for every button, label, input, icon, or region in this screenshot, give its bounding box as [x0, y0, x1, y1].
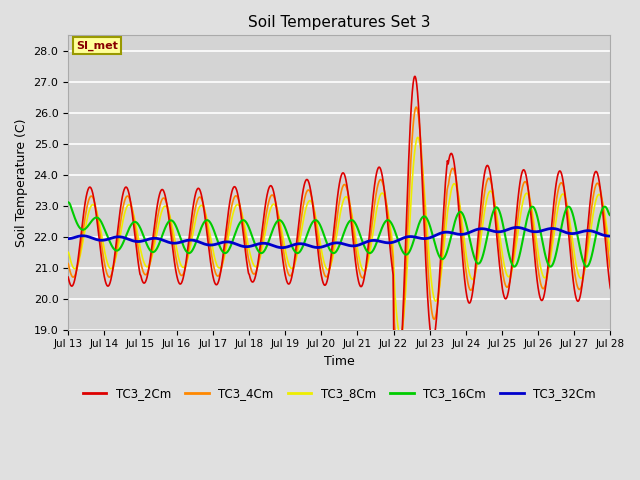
TC3_32Cm — [367, 238, 374, 243]
TC3_32Cm — [278, 245, 286, 251]
TC3_2Cm — [411, 73, 419, 79]
Line: TC3_16Cm: TC3_16Cm — [68, 202, 611, 266]
TC3_4Cm — [64, 261, 72, 266]
Line: TC3_32Cm: TC3_32Cm — [68, 228, 611, 248]
TC3_16Cm — [216, 242, 223, 248]
TC3_16Cm — [64, 199, 72, 205]
TC3_4Cm — [574, 285, 582, 291]
Line: TC3_8Cm: TC3_8Cm — [68, 137, 611, 335]
TC3_16Cm — [607, 213, 614, 218]
TC3_8Cm — [64, 249, 72, 255]
TC3_16Cm — [367, 250, 374, 256]
TC3_4Cm — [497, 258, 505, 264]
TC3_2Cm — [394, 381, 401, 387]
Line: TC3_2Cm: TC3_2Cm — [68, 76, 611, 384]
TC3_16Cm — [497, 212, 504, 218]
TC3_16Cm — [573, 233, 581, 239]
TC3_4Cm — [607, 266, 614, 272]
Y-axis label: Soil Temperature (C): Soil Temperature (C) — [15, 118, 28, 247]
TC3_2Cm — [64, 274, 72, 280]
TC3_2Cm — [216, 276, 223, 281]
X-axis label: Time: Time — [324, 355, 355, 368]
TC3_2Cm — [367, 219, 374, 225]
TC3_8Cm — [574, 270, 582, 276]
Text: SI_met: SI_met — [76, 41, 118, 51]
TC3_32Cm — [607, 233, 614, 239]
TC3_32Cm — [64, 236, 72, 241]
TC3_8Cm — [216, 265, 223, 271]
TC3_32Cm — [513, 225, 521, 230]
TC3_32Cm — [574, 230, 582, 236]
TC3_32Cm — [216, 240, 223, 246]
TC3_4Cm — [559, 182, 567, 188]
TC3_8Cm — [355, 253, 363, 259]
Legend: TC3_2Cm, TC3_4Cm, TC3_8Cm, TC3_16Cm, TC3_32Cm: TC3_2Cm, TC3_4Cm, TC3_8Cm, TC3_16Cm, TC3… — [78, 383, 600, 405]
TC3_8Cm — [414, 134, 422, 140]
TC3_32Cm — [497, 229, 505, 235]
TC3_2Cm — [355, 279, 363, 285]
TC3_32Cm — [559, 228, 567, 234]
TC3_8Cm — [367, 246, 374, 252]
TC3_32Cm — [355, 242, 363, 248]
TC3_2Cm — [497, 276, 505, 282]
TC3_8Cm — [497, 243, 505, 249]
TC3_4Cm — [216, 272, 223, 277]
TC3_2Cm — [607, 286, 614, 291]
TC3_4Cm — [412, 104, 420, 110]
TC3_16Cm — [559, 219, 566, 225]
TC3_8Cm — [607, 249, 614, 255]
TC3_4Cm — [395, 356, 403, 361]
TC3_8Cm — [559, 191, 567, 197]
TC3_2Cm — [559, 178, 567, 183]
TC3_16Cm — [355, 228, 363, 234]
TC3_8Cm — [396, 332, 404, 338]
Line: TC3_4Cm: TC3_4Cm — [68, 107, 611, 359]
TC3_16Cm — [583, 264, 591, 269]
TC3_2Cm — [574, 299, 582, 304]
TC3_4Cm — [355, 265, 363, 271]
TC3_4Cm — [367, 234, 374, 240]
Title: Soil Temperatures Set 3: Soil Temperatures Set 3 — [248, 15, 431, 30]
